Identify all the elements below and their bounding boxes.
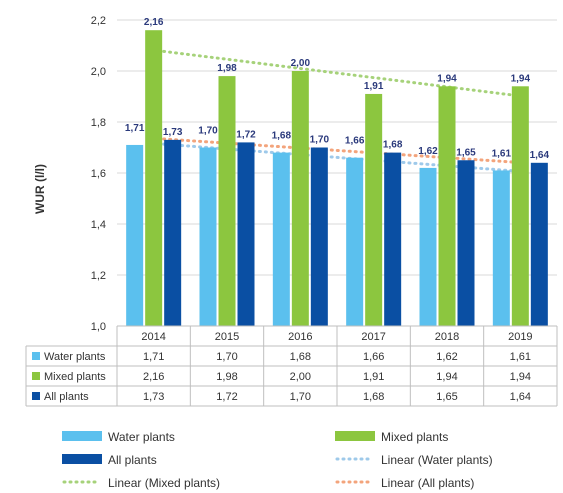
y-tick-label: 2,0 (91, 66, 106, 78)
legend-key (335, 431, 375, 441)
table-cell: 1,70 (216, 351, 237, 363)
trendline (156, 49, 526, 98)
table-legend-key (32, 352, 40, 360)
bar (126, 144, 144, 326)
x-tick-label: 2019 (508, 331, 532, 343)
bar (438, 86, 456, 326)
data-label: 1,71 (125, 123, 145, 134)
bar (419, 167, 437, 326)
x-tick-label: 2016 (288, 331, 312, 343)
data-label: 1,73 (163, 127, 183, 138)
bar (310, 147, 328, 326)
legend-label: Mixed plants (381, 430, 448, 444)
bar (365, 93, 383, 326)
y-axis-label: WUR (l/l) (33, 164, 47, 214)
x-tick-label: 2014 (141, 331, 165, 343)
data-labels: 1,71 2,16 1,73 1,70 1,98 1,72 1,68 2,00 1,70 1,66… (125, 17, 550, 161)
table-cell: 1,94 (510, 371, 531, 383)
y-tick-label: 1,8 (91, 117, 106, 129)
y-tick-label: 1,6 (91, 168, 106, 180)
y-tick-label: 1,0 (91, 321, 106, 333)
table-row-label: Mixed plants (44, 371, 106, 383)
table-cell: 1,91 (363, 371, 384, 383)
gridlines (117, 19, 557, 327)
legend-label: Linear (Water plants) (381, 453, 493, 467)
data-label: 1,62 (418, 146, 438, 157)
y-tick-label: 1,2 (91, 270, 106, 282)
data-label: 1,61 (492, 148, 512, 159)
data-label: 1,91 (364, 81, 384, 92)
table-cell: 2,16 (143, 371, 164, 383)
y-tick-label: 2,2 (91, 15, 106, 27)
bars (126, 30, 548, 326)
y-axis: 1,0 1,2 1,4 1,6 1,8 2,0 2,2 (91, 15, 106, 333)
data-label: 1,65 (456, 147, 476, 158)
table-cell: 1,72 (216, 391, 237, 403)
data-label: 1,68 (272, 131, 292, 142)
data-label: 1,64 (530, 150, 550, 161)
data-table: 2014 2015 2016 2017 2018 2019 Water plants 1,71… (25, 325, 558, 407)
data-label: 1,98 (217, 63, 237, 74)
legend-label: All plants (108, 453, 157, 467)
table-cell: 1,66 (363, 351, 384, 363)
table-cell: 1,94 (436, 371, 457, 383)
legend-label: Linear (Mixed plants) (108, 476, 220, 490)
x-tick-label: 2015 (215, 331, 239, 343)
data-label: 1,94 (437, 73, 457, 84)
table-cell: 2,00 (290, 371, 311, 383)
legend-label: Linear (All plants) (381, 476, 474, 490)
data-label: 1,70 (198, 126, 218, 137)
table-cell: 1,64 (510, 391, 531, 403)
legend-label: Water plants (108, 430, 175, 444)
table-legend-key (32, 372, 40, 380)
data-label: 2,16 (144, 17, 164, 28)
legend: Water plants Mixed plants All plants Linear… (62, 430, 493, 490)
legend-key (62, 431, 102, 441)
bar (237, 142, 255, 326)
table-cell: 1,71 (143, 351, 164, 363)
table-cell: 1,70 (290, 391, 311, 403)
table-legend-key (32, 392, 40, 400)
table-row-label: All plants (44, 391, 89, 403)
data-label: 1,94 (511, 73, 531, 84)
data-label: 1,70 (310, 135, 330, 146)
data-label: 2,00 (291, 58, 311, 69)
table-cell: 1,68 (290, 351, 311, 363)
data-label: 1,66 (345, 136, 365, 147)
table-cell: 1,98 (216, 371, 237, 383)
data-label: 1,68 (383, 140, 403, 151)
x-tick-label: 2017 (361, 331, 385, 343)
bar (218, 76, 236, 326)
table-cell: 1,61 (510, 351, 531, 363)
bar (511, 86, 529, 326)
bar (164, 139, 182, 326)
table-cell: 1,62 (436, 351, 457, 363)
bar (145, 30, 163, 326)
table-row-label: Water plants (44, 351, 106, 363)
table-cell: 1,68 (363, 391, 384, 403)
data-label: 1,72 (236, 129, 256, 140)
table-cell: 1,65 (436, 391, 457, 403)
bar (530, 162, 548, 326)
bar (457, 160, 475, 326)
bar (346, 157, 364, 326)
y-tick-label: 1,4 (91, 219, 106, 231)
bar (384, 152, 402, 326)
legend-key (62, 454, 102, 464)
bar (492, 170, 510, 326)
x-tick-label: 2018 (435, 331, 459, 343)
bar (272, 152, 290, 326)
bar (199, 147, 217, 326)
table-cell: 1,73 (143, 391, 164, 403)
bar (291, 71, 309, 326)
